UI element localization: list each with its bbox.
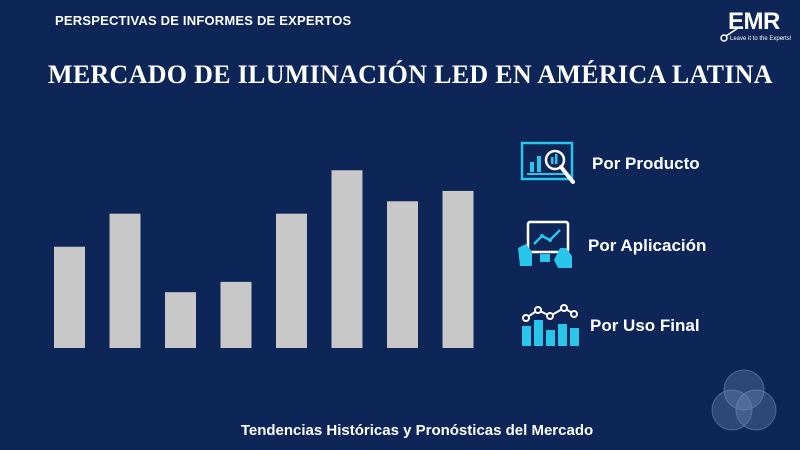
bar-chart	[54, 170, 474, 348]
legend-label: Por Aplicación	[588, 236, 707, 255]
page-title: MERCADO DE ILUMINACIÓN LED EN AMÉRICA LA…	[48, 60, 773, 89]
bar	[54, 246, 85, 348]
bar	[387, 201, 418, 348]
bar	[165, 292, 196, 348]
bar	[220, 281, 252, 348]
bar-line-chart-icon	[522, 304, 579, 346]
logo-text: EMR	[728, 8, 780, 35]
logo-tagline: Leave it to the Experts!	[730, 36, 792, 42]
bar	[442, 190, 474, 348]
footer-text: Tendencias Históricas y Pronósticas del …	[240, 422, 594, 439]
legend-item-producto: Por Producto	[518, 138, 700, 190]
legend-label: Por Producto	[592, 154, 700, 173]
report-header-label: PERSPECTIVAS DE INFORMES DE EXPERTOS	[55, 13, 352, 28]
emr-logo: EMR Leave it to the Experts!	[718, 6, 792, 46]
footer-caption: Tendencias Históricas y Pronósticas del …	[0, 422, 800, 439]
legend-item-uso-final: Por Uso Final	[516, 300, 700, 352]
bar	[276, 213, 307, 348]
magnifier-chart-icon	[520, 141, 575, 184]
touch-tablet-icon	[518, 220, 572, 268]
bar	[331, 170, 363, 348]
venn-circles-icon	[711, 369, 777, 431]
legend-label: Por Uso Final	[590, 316, 700, 335]
bar	[109, 213, 141, 348]
legend-item-aplicacion: Por Aplicación	[514, 218, 706, 274]
logo-mark-icon	[720, 27, 739, 42]
